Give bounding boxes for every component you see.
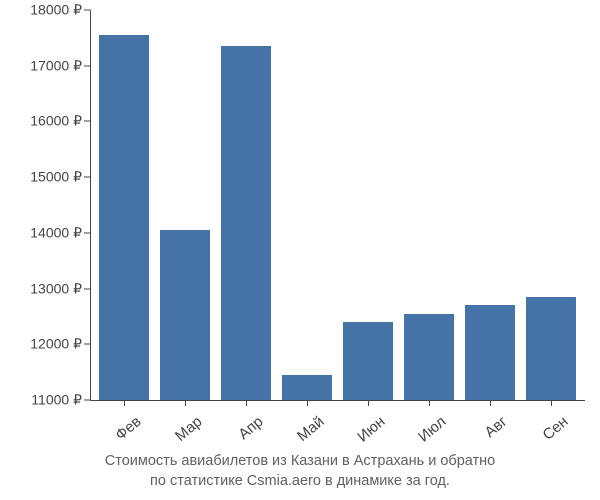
y-tick-label: 12000 ₽ <box>30 336 82 353</box>
bar <box>465 305 515 400</box>
bar-slot <box>520 10 581 400</box>
y-tick-label: 14000 ₽ <box>30 224 82 241</box>
bar <box>343 322 393 400</box>
bars-container <box>90 10 585 400</box>
y-tick-label: 16000 ₽ <box>30 113 82 130</box>
x-label-slot: Июн <box>338 405 399 455</box>
price-chart: 11000 ₽ 12000 ₽ 13000 ₽ 14000 ₽ 15000 ₽ 16000… <box>0 0 600 500</box>
y-tick-label: 13000 ₽ <box>30 280 82 297</box>
y-tick-label: 18000 ₽ <box>30 2 82 19</box>
x-label-slot: Май <box>277 405 338 455</box>
x-tick-mark <box>368 400 369 406</box>
bar-slot <box>277 10 338 400</box>
bar-slot <box>338 10 399 400</box>
bar-slot <box>398 10 459 400</box>
caption-line-2: по статистике Csmia.aero в динамике за г… <box>150 473 450 489</box>
x-label-slot: Фев <box>94 405 155 455</box>
x-axis-line <box>90 400 585 401</box>
bar-slot <box>216 10 277 400</box>
x-tick-mark <box>429 400 430 406</box>
y-tick-label: 15000 ₽ <box>30 169 82 186</box>
y-tick-label: 17000 ₽ <box>30 57 82 74</box>
bar-slot <box>94 10 155 400</box>
caption-line-1: Стоимость авиабилетов из Казани в Астрах… <box>105 453 495 469</box>
bar <box>99 35 149 400</box>
x-label-slot: Апр <box>216 405 277 455</box>
x-label-slot: Июл <box>398 405 459 455</box>
x-tick-mark <box>246 400 247 406</box>
y-tick-label: 11000 ₽ <box>31 392 82 409</box>
plot-area <box>90 10 585 400</box>
bar <box>221 46 271 400</box>
y-axis: 11000 ₽12000 ₽13000 ₽14000 ₽15000 ₽16000… <box>0 10 90 400</box>
x-tick-mark <box>307 400 308 406</box>
x-label-slot: Авг <box>459 405 520 455</box>
chart-caption: Стоимость авиабилетов из Казани в Астрах… <box>0 452 600 491</box>
bar <box>282 375 332 400</box>
bar-slot <box>459 10 520 400</box>
bar-slot <box>155 10 216 400</box>
bar <box>160 230 210 400</box>
x-tick-mark <box>551 400 552 406</box>
x-tick-mark <box>124 400 125 406</box>
x-tick-mark <box>490 400 491 406</box>
x-axis-labels: ФевМарАпрМайИюнИюлАвгСен <box>90 405 585 455</box>
bar <box>526 297 576 400</box>
x-label-slot: Сен <box>520 405 581 455</box>
x-label-slot: Мар <box>155 405 216 455</box>
bar <box>404 314 454 400</box>
x-tick-mark <box>185 400 186 406</box>
